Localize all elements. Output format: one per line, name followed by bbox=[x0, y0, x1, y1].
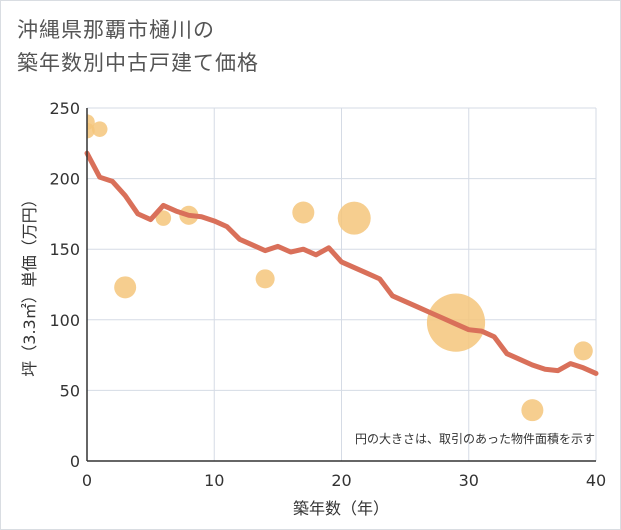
chart-title-line1: 沖縄県那覇市樋川の bbox=[17, 18, 215, 42]
y-tick-label-150: 150 bbox=[49, 240, 80, 259]
chart-title: 沖縄県那覇市樋川の 築年数別中古戸建て価格 bbox=[17, 14, 259, 80]
x-tick-label-20: 20 bbox=[331, 471, 351, 490]
x-tick-label-0: 0 bbox=[82, 471, 92, 490]
bubble-point-8 bbox=[337, 201, 371, 235]
line-layer bbox=[84, 150, 599, 376]
y-tick-label-250: 250 bbox=[49, 99, 80, 118]
bubble-point-4 bbox=[155, 210, 172, 226]
bubble-point-7 bbox=[292, 201, 315, 224]
average-price-line bbox=[84, 150, 599, 376]
bubble-point-6 bbox=[255, 269, 275, 289]
x-axis-label: 築年数（年） bbox=[293, 499, 389, 518]
x-tick-label-10: 10 bbox=[204, 471, 224, 490]
y-tick-label-0: 0 bbox=[70, 452, 80, 471]
y-tick-label-50: 50 bbox=[60, 381, 80, 400]
chart-title-line2: 築年数別中古戸建て価格 bbox=[17, 51, 259, 75]
x-tick-label-30: 30 bbox=[459, 471, 479, 490]
bubble-point-10 bbox=[521, 399, 544, 422]
bubble-point-3 bbox=[114, 276, 137, 299]
bubble-point-11 bbox=[573, 341, 593, 361]
size-note: 円の大きさは、取引のあった物件面積を示す bbox=[355, 431, 595, 446]
grid bbox=[87, 107, 597, 461]
y-axis-label: 坪（3.3㎡）単価（万円） bbox=[20, 191, 39, 376]
y-tick-label-100: 100 bbox=[49, 311, 80, 330]
bubble-point-2 bbox=[91, 121, 108, 137]
y-tick-label-200: 200 bbox=[49, 170, 80, 189]
axes: 0 10 20 30 40 0 50 100 150 200 250 bbox=[49, 99, 606, 490]
x-tick-label-40: 40 bbox=[586, 471, 606, 490]
